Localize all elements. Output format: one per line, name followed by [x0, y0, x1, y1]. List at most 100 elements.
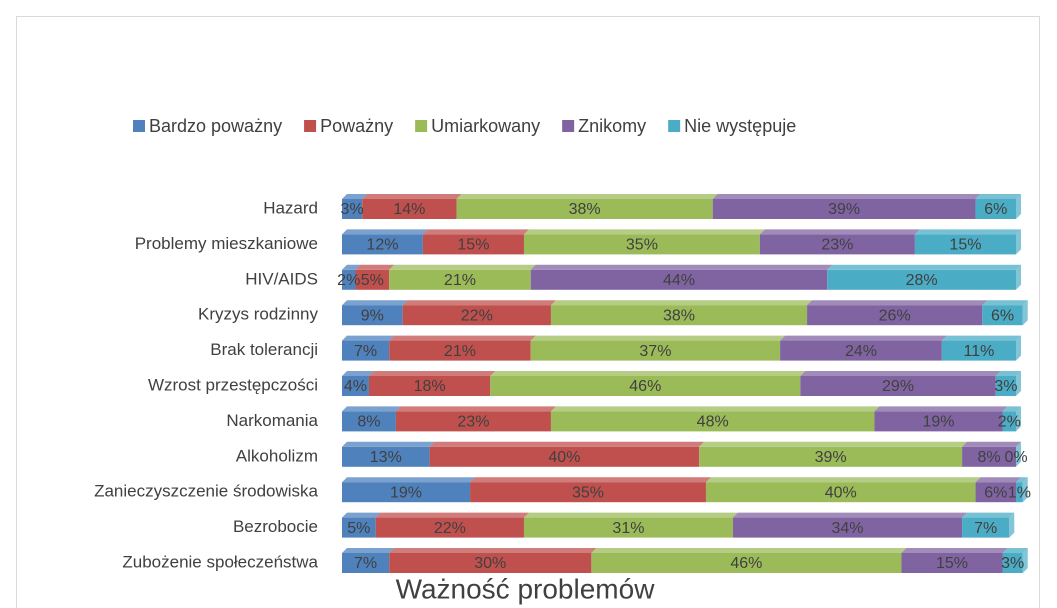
- value-label: 14%: [393, 201, 425, 218]
- legend-swatch: [415, 120, 428, 132]
- value-label: 5%: [361, 272, 384, 289]
- bar-top: [342, 477, 476, 483]
- value-label: 38%: [663, 307, 695, 324]
- bar-segment: [342, 553, 390, 573]
- value-label: 44%: [663, 272, 695, 289]
- bar-segment: [342, 482, 471, 503]
- y-tick-label: Zubożenie społeczeństwa: [122, 552, 318, 571]
- value-label: 3%: [341, 201, 364, 218]
- bar-top: [699, 441, 968, 447]
- legend-swatch: [304, 120, 317, 132]
- legend-label: Nie występuje: [684, 116, 796, 136]
- bar-top: [807, 300, 988, 306]
- bar-top: [362, 194, 462, 199]
- bar-segment: [362, 199, 457, 219]
- value-label: 0%: [1004, 449, 1027, 466]
- bar-segment: [342, 411, 396, 432]
- bar-segment: [712, 199, 976, 219]
- value-label: 46%: [730, 555, 762, 572]
- bar-segment: [429, 446, 700, 467]
- value-label: 6%: [984, 484, 1007, 501]
- bar-segment: [389, 553, 592, 573]
- chart-title: Ważność problemów: [396, 573, 656, 604]
- bar-segment: [342, 517, 376, 538]
- bar-segment: [962, 446, 1016, 467]
- value-label: 38%: [569, 201, 601, 218]
- bar-top: [429, 441, 705, 447]
- bar-segment: [368, 376, 491, 396]
- y-tick-label: Brak tolerancji: [210, 340, 318, 359]
- bar-top: [342, 335, 395, 341]
- value-label: 21%: [444, 272, 476, 289]
- bar-top: [490, 371, 806, 376]
- bar-segment: [523, 517, 733, 538]
- bar-top: [422, 229, 529, 235]
- value-label: 13%: [370, 449, 402, 466]
- bar-top: [982, 300, 1028, 306]
- bar-top: [389, 335, 536, 341]
- bar-segment: [375, 517, 524, 538]
- bar-side: [1016, 229, 1021, 255]
- value-label: 35%: [626, 237, 658, 254]
- bar-segment: [780, 340, 942, 361]
- bar-segment: [402, 305, 551, 326]
- value-label: 34%: [831, 520, 863, 537]
- bar-top: [402, 300, 556, 306]
- value-label: 26%: [879, 307, 911, 324]
- bar-side: [1016, 335, 1021, 361]
- bar-side: [1016, 194, 1021, 219]
- y-tick-label: Kryzys rodzinny: [198, 305, 318, 324]
- bar-top: [975, 194, 1021, 199]
- bar-top: [389, 264, 536, 270]
- bar-segment: [941, 340, 1016, 361]
- value-label: 37%: [639, 343, 671, 360]
- bar-top: [342, 441, 435, 447]
- bar-segment: [1016, 482, 1023, 503]
- bar-top: [1016, 477, 1028, 483]
- value-label: 22%: [461, 307, 493, 324]
- bar-segment: [591, 553, 902, 573]
- bar-segment: [342, 234, 423, 255]
- bar-segment: [490, 376, 801, 396]
- bar-top: [355, 264, 395, 270]
- bar-top: [941, 335, 1021, 341]
- value-label: 8%: [977, 449, 1000, 466]
- bar-top: [342, 300, 408, 306]
- bar-top: [342, 548, 395, 553]
- bar-segment: [732, 517, 963, 538]
- value-label: 5%: [347, 520, 370, 537]
- value-label: 29%: [882, 378, 914, 395]
- value-label: 8%: [357, 414, 380, 431]
- legend-label: Bardzo poważny: [149, 116, 282, 136]
- bar-top: [550, 406, 880, 412]
- bar-segment: [395, 411, 551, 432]
- bar-segment: [470, 482, 706, 503]
- bar-top: [780, 335, 947, 341]
- value-label: 23%: [821, 237, 853, 254]
- bar-top: [395, 406, 556, 412]
- value-label: 31%: [612, 520, 644, 537]
- value-label: 7%: [354, 555, 377, 572]
- bar-top: [530, 335, 786, 341]
- value-label: 18%: [414, 378, 446, 395]
- bar-segment: [530, 269, 828, 290]
- bar-segment: [550, 305, 808, 326]
- y-tick-label: Alkoholizm: [236, 446, 318, 465]
- value-label: 11%: [964, 343, 995, 360]
- value-label: 3%: [1001, 555, 1024, 572]
- value-label: 15%: [457, 237, 489, 254]
- value-label: 19%: [390, 484, 422, 501]
- legend-label: Umiarkowany: [431, 116, 540, 136]
- value-label: 7%: [354, 343, 377, 360]
- legend-swatch: [668, 120, 681, 132]
- bar-top: [375, 512, 529, 518]
- bar-top: [800, 371, 1001, 376]
- bar-segment: [342, 199, 363, 219]
- value-label: 22%: [434, 520, 466, 537]
- bar-side: [1022, 548, 1028, 573]
- value-label: 40%: [825, 484, 857, 501]
- bar-top: [962, 441, 1021, 447]
- bar-segment: [523, 234, 760, 255]
- bar-segment: [342, 446, 430, 467]
